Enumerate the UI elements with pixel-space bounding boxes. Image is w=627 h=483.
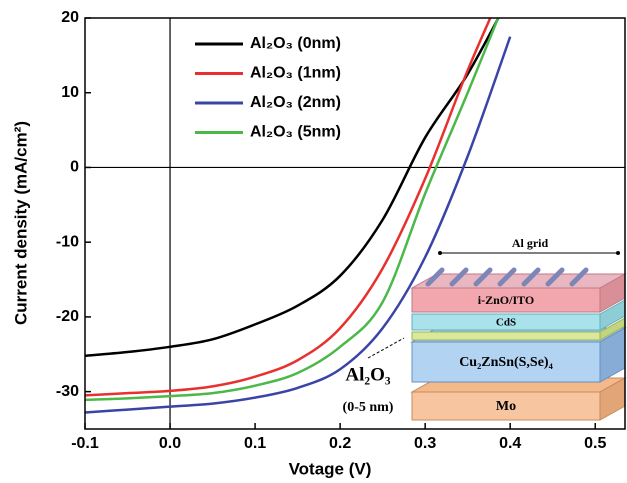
- y-tick-label: 20: [61, 9, 79, 26]
- x-tick-label: 0.2: [329, 435, 351, 452]
- layer: [411, 287, 601, 313]
- legend-label: Al₂O₃ (5nm): [250, 124, 341, 141]
- layer-label: Mo: [496, 399, 516, 414]
- legend-label: Al₂O₃ (1nm): [250, 65, 341, 82]
- series-line: [85, 18, 492, 397]
- layer-top: [410, 273, 627, 289]
- arrow-dot: [438, 251, 442, 255]
- grid-label: Al grid: [512, 236, 549, 250]
- arrow-dot: [616, 251, 620, 255]
- x-tick-label: 0.4: [499, 435, 521, 452]
- layer-label: Cu₂ZnSn(S,Se)₄: [459, 355, 553, 370]
- plot-frame: [84, 17, 626, 430]
- oxide-arrow: [367, 337, 405, 359]
- y-tick-label: 10: [61, 84, 79, 101]
- x-tick-label: 0.0: [159, 435, 181, 452]
- x-tick-label: 0.3: [414, 435, 436, 452]
- y-axis-label: Current density (mA/cm²): [11, 121, 30, 325]
- legend-label: Al₂O₃ (0nm): [250, 35, 341, 52]
- series-line: [85, 18, 500, 358]
- inset-diagram: Al grid i-ZnO/ITO CdS Cu₂ZnSn(S,Se)₄ Mo …: [343, 236, 627, 421]
- y-tick-label: 0: [70, 159, 79, 176]
- x-axis-label: Votage (V): [289, 459, 372, 478]
- y-tick-label: -10: [56, 233, 79, 250]
- grid-fingers: [425, 267, 589, 287]
- oxide-thickness: (0-5 nm): [343, 400, 394, 415]
- series-line: [85, 18, 500, 402]
- layer-label: i-ZnO/ITO: [478, 293, 534, 307]
- y-tick-label: -30: [56, 383, 79, 400]
- series-line: [85, 36, 512, 414]
- legend-label: Al₂O₃ (2nm): [250, 94, 341, 111]
- plot-area: [85, 18, 625, 429]
- oxide-label: Al₂O₃: [345, 364, 390, 385]
- layer: [411, 331, 601, 341]
- layer: [411, 391, 601, 421]
- y-tick-label: -20: [56, 308, 79, 325]
- x-tick-label: -0.1: [71, 435, 99, 452]
- x-tick-label: 0.1: [244, 435, 266, 452]
- x-tick-label: 0.5: [584, 435, 606, 452]
- layer-label: CdS: [496, 317, 516, 329]
